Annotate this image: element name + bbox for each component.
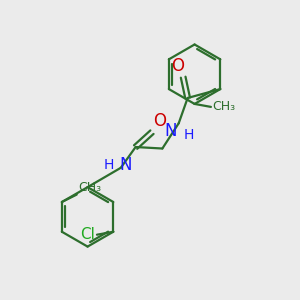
Text: Cl: Cl xyxy=(80,227,95,242)
Text: CH₃: CH₃ xyxy=(212,100,235,113)
Text: N: N xyxy=(119,157,132,175)
Text: O: O xyxy=(153,112,167,130)
Text: N: N xyxy=(165,122,177,140)
Text: O: O xyxy=(171,57,184,75)
Text: H: H xyxy=(184,128,194,142)
Text: H: H xyxy=(104,158,114,172)
Text: CH₃: CH₃ xyxy=(78,181,101,194)
